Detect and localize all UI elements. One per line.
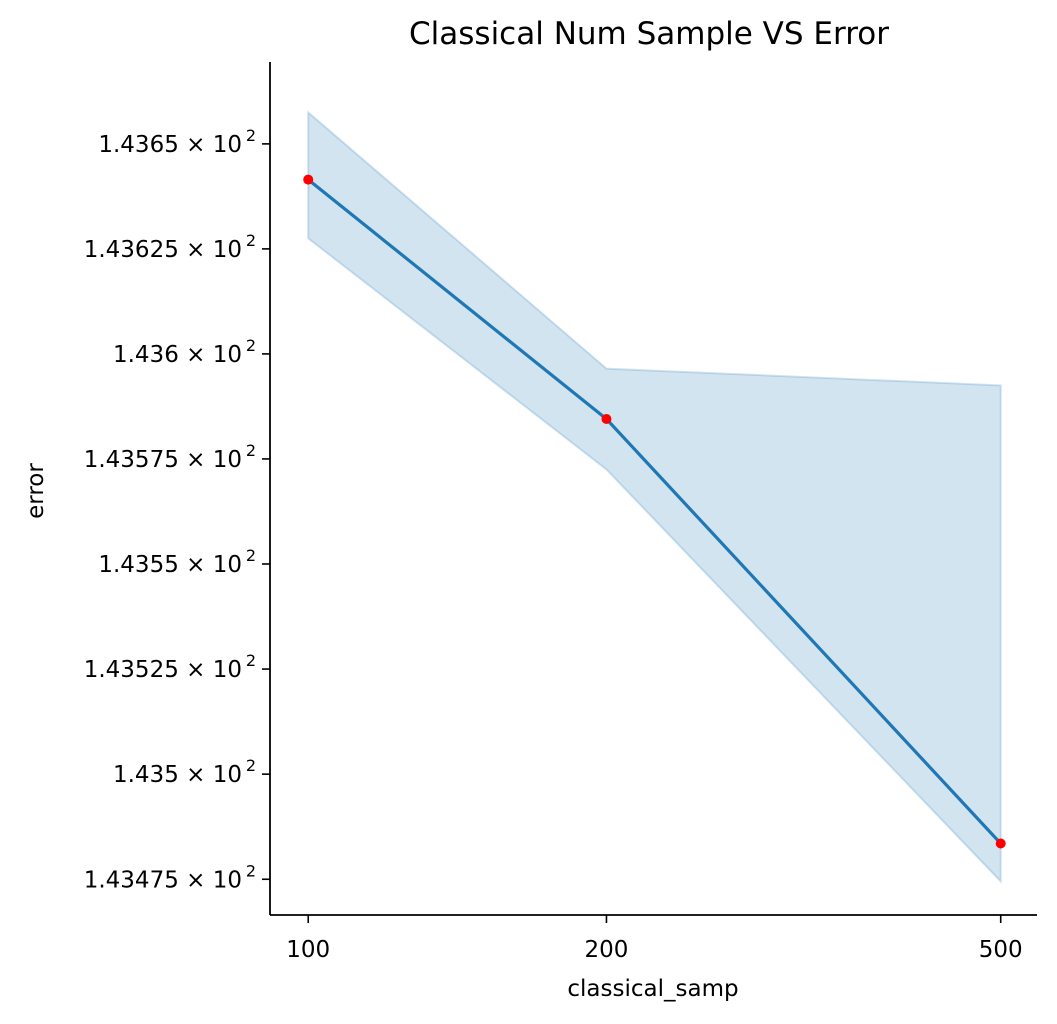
- y-tick-exponent: 2: [246, 231, 256, 250]
- y-tick-exponent: 2: [246, 861, 256, 880]
- x-tick-label: 200: [585, 937, 629, 963]
- x-tick-label: 100: [286, 937, 330, 963]
- plot-area: [303, 110, 1006, 884]
- y-tick-label: 1.4365 × 10: [98, 132, 242, 158]
- x-axis-ticks: 100 200 500: [286, 915, 1023, 963]
- y-tick-exponent: 2: [246, 651, 256, 670]
- chart-title: Classical Num Sample VS Error: [409, 16, 889, 52]
- y-tick-label: 1.43475 × 10: [84, 867, 242, 893]
- y-tick-exponent: 2: [246, 441, 256, 460]
- y-tick-exponent: 2: [246, 756, 256, 775]
- y-tick-label: 1.435 × 10: [113, 762, 242, 788]
- y-tick-exponent: 2: [246, 546, 256, 565]
- y-tick-exponent: 2: [246, 126, 256, 145]
- y-tick-label: 1.4355 × 10: [98, 552, 242, 578]
- data-point: [601, 414, 612, 425]
- y-tick-label: 1.436 × 10: [113, 342, 242, 368]
- y-axis-label: error: [23, 463, 49, 519]
- data-point: [303, 174, 314, 185]
- y-tick-label: 1.43525 × 10: [84, 657, 242, 683]
- y-tick-exponent: 2: [246, 336, 256, 355]
- y-axis-ticks: 1.43475 × 10 21.435 × 10 21.43525 × 10 21.4…: [84, 126, 270, 893]
- confidence-band: [307, 110, 1002, 884]
- data-point: [995, 838, 1006, 849]
- y-tick-label: 1.43625 × 10: [84, 237, 242, 263]
- x-tick-label: 500: [979, 937, 1023, 963]
- x-axis-label: classical_samp: [567, 976, 738, 1002]
- y-tick-label: 1.43575 × 10: [84, 447, 242, 473]
